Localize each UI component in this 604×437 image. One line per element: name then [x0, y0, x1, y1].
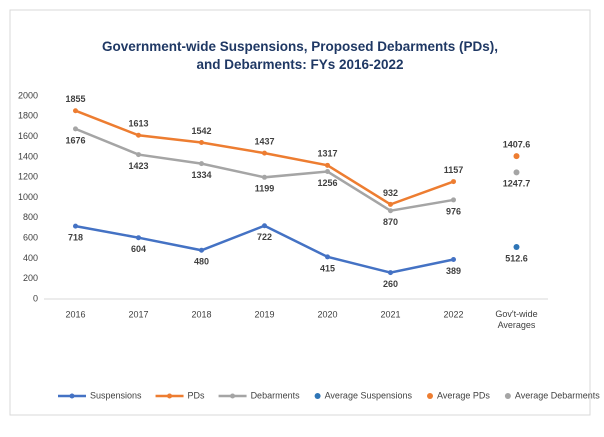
data-label: 1423 [128, 161, 148, 171]
data-label: 1199 [255, 184, 275, 194]
data-label: 389 [446, 266, 461, 276]
y-tick-label: 1000 [18, 192, 38, 202]
data-label: 1157 [444, 165, 464, 175]
data-point [325, 162, 330, 168]
y-tick-label: 200 [23, 273, 38, 283]
legend-label: Debarments [251, 390, 301, 400]
data-point [73, 223, 78, 229]
y-tick-label: 800 [23, 212, 38, 222]
data-label: 976 [446, 206, 461, 216]
data-label: 1407.6 [503, 140, 531, 150]
data-label: 1334 [191, 170, 211, 180]
y-tick-label: 1600 [18, 131, 38, 141]
data-point [136, 152, 141, 158]
data-label: 1437 [254, 137, 274, 147]
data-label: 260 [383, 279, 398, 289]
y-tick-label: 1200 [18, 172, 38, 182]
y-tick-label: 0 [33, 293, 38, 303]
data-point [262, 223, 267, 229]
data-label: 870 [383, 217, 398, 227]
data-point [388, 270, 393, 276]
data-label: 1256 [317, 178, 337, 188]
legend-swatch [504, 393, 511, 399]
x-tick-label: 2016 [65, 309, 85, 319]
data-label: 718 [68, 232, 83, 242]
x-tick-label: 2021 [380, 309, 400, 319]
y-tick-label: 1400 [18, 151, 38, 161]
legend-swatch [167, 393, 173, 399]
data-point [262, 174, 267, 180]
legend-swatch [69, 393, 75, 399]
data-point [513, 169, 520, 176]
data-label: 1542 [191, 126, 211, 136]
legend-label: Average Suspensions [325, 390, 413, 400]
data-point [136, 235, 141, 241]
data-point [325, 169, 330, 175]
legend-swatch [314, 393, 321, 399]
chart-frame [9, 9, 591, 416]
y-tick-label: 1800 [18, 111, 38, 121]
data-label: 722 [257, 232, 272, 242]
data-label: 604 [131, 244, 146, 254]
data-label: 1855 [65, 94, 85, 104]
legend-swatch [427, 393, 433, 399]
data-point [513, 243, 520, 250]
data-label: 1613 [128, 119, 148, 129]
legend-label: PDs [188, 390, 206, 400]
legend-swatch [230, 393, 236, 399]
data-point [262, 150, 267, 156]
legend-label: Suspensions [90, 390, 142, 400]
data-label: 480 [194, 257, 209, 267]
data-point [513, 153, 520, 160]
data-point [199, 247, 204, 253]
chart-title: Government-wide Suspensions, Proposed De… [101, 39, 499, 72]
data-point [388, 201, 393, 207]
data-point [451, 197, 456, 203]
y-tick-label: 400 [23, 253, 38, 263]
data-point [199, 139, 204, 145]
x-tick-label: 2020 [317, 309, 337, 319]
data-label: 1317 [317, 149, 337, 159]
data-label: 932 [383, 188, 398, 198]
data-point [73, 108, 78, 114]
data-point [325, 254, 330, 260]
x-tick-label: 2017 [128, 309, 148, 319]
x-tick-label: 2018 [191, 309, 211, 319]
data-point [73, 126, 78, 132]
data-label: 512.6 [505, 253, 528, 263]
x-tick-label: Gov't-wide Averages [495, 309, 537, 330]
data-label: 415 [320, 263, 335, 273]
data-point [451, 179, 456, 185]
x-tick-label: 2022 [443, 309, 463, 319]
x-tick-label: 2019 [254, 309, 274, 319]
legend-label: Average Debarments [515, 390, 600, 400]
data-label: 1676 [65, 135, 85, 145]
data-point [388, 208, 393, 214]
data-label: 1247.7 [503, 179, 531, 189]
data-point [136, 132, 141, 138]
legend-label: Average PDs [437, 390, 490, 400]
y-tick-label: 2000 [18, 90, 38, 100]
data-point [199, 161, 204, 167]
y-tick-label: 600 [23, 232, 38, 242]
data-point [451, 257, 456, 263]
